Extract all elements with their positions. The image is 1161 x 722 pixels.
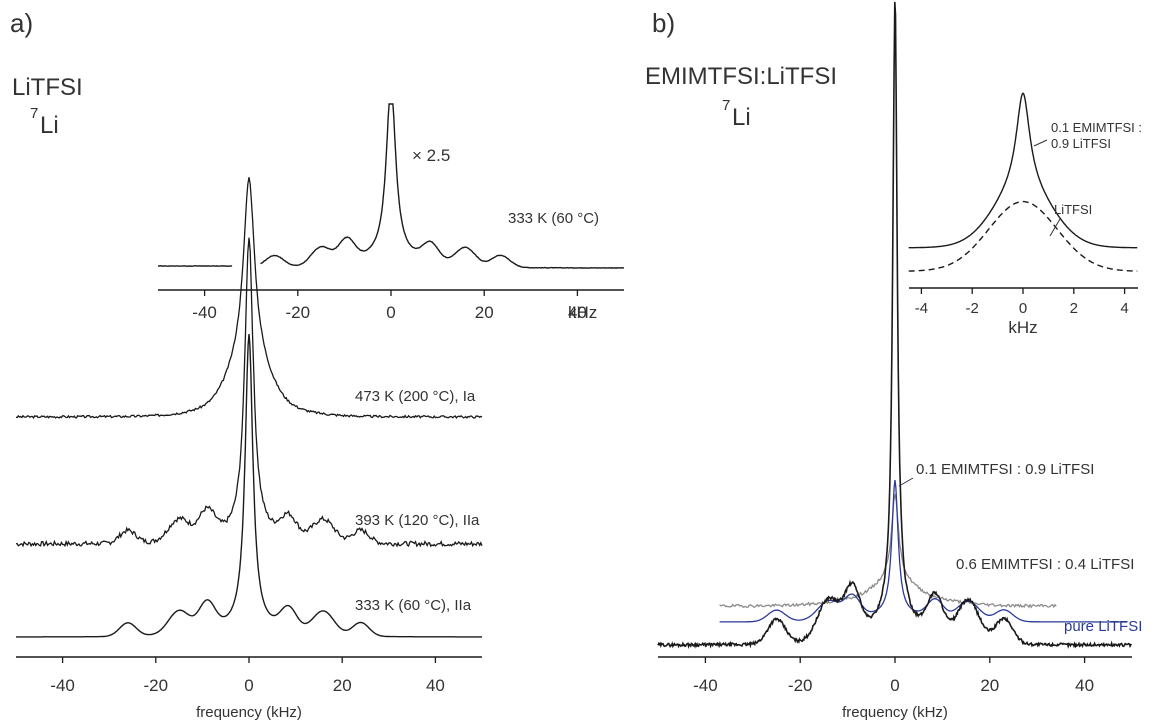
inset-b-x-ticks: -4 -2 0 2 4 — [915, 288, 1129, 317]
panel-a-x-ticks: -40 -20 0 20 40 — [50, 657, 445, 695]
panel-b-compound: EMIMTFSI:LiTFSI — [645, 63, 837, 90]
panel-a-tick-label: -40 — [50, 676, 75, 695]
inset-b-tick-label: -4 — [915, 300, 928, 317]
label-0.6-emimtfsi: 0.6 EMIMTFSI : 0.4 LiTFSI — [956, 556, 1134, 573]
inset-trace-333K — [260, 103, 624, 269]
inset-b-leader-1 — [1033, 139, 1048, 147]
trace-pure-litfsi — [719, 480, 1128, 623]
panel-a-inset: -40 -20 0 20 40 kHz × 2.5 333 K (60 °C) — [157, 103, 624, 322]
panel-a-label: a) — [10, 8, 33, 38]
trace-473K — [15, 177, 483, 420]
panel-b-tick-label: 40 — [1075, 676, 1094, 695]
trace-0.6-emimtfsi — [719, 494, 1057, 609]
inset-tick-label: -20 — [286, 303, 311, 322]
inset-b-leader-2 — [1049, 218, 1061, 237]
panel-a-tick-label: 40 — [426, 676, 445, 695]
trace-393K — [15, 237, 483, 548]
inset-b-tick-label: 2 — [1070, 300, 1078, 317]
panel-a-nucleus: Li — [40, 112, 59, 139]
panel-b-xlabel: frequency (kHz) — [842, 704, 948, 721]
label-393K: 393 K (120 °C), IIa — [355, 512, 480, 529]
panel-a-xlabel: frequency (kHz) — [196, 704, 302, 721]
inset-tick-label: 0 — [386, 303, 395, 322]
panel-b-tick-label: -40 — [693, 676, 718, 695]
inset-series-label: 333 K (60 °C) — [508, 210, 599, 227]
trace-333K — [16, 333, 482, 638]
panel-b-label: b) — [652, 8, 675, 38]
panel-b-inset: -4 -2 0 2 4 kHz 0.1 EMIMTFSI : 0.9 LiTFSI Li… — [908, 92, 1142, 337]
panel-b: b) EMIMTFSI:LiTFSI 7 Li -4 -2 0 2 4 kHz 0.1 … — [645, 1, 1142, 721]
panel-b-nucleus: Li — [732, 104, 751, 131]
label-333K: 333 K (60 °C), IIa — [355, 597, 472, 614]
panel-b-tick-label: -20 — [788, 676, 813, 695]
label-473K: 473 K (200 °C), Ia — [355, 388, 476, 405]
inset-b-label-2: LiTFSI — [1054, 202, 1092, 217]
inset-tick-label-kHz: kHz — [568, 303, 597, 322]
inset-b-tick-label: -2 — [966, 300, 979, 317]
inset-tick-label: 40 — [568, 303, 587, 322]
inset-trace-0.1-emimtfsi — [908, 92, 1138, 249]
label-0.1-emimtfsi: 0.1 EMIMTFSI : 0.9 LiTFSI — [916, 461, 1094, 478]
inset-b-label-1b: 0.9 LiTFSI — [1051, 136, 1111, 151]
panel-a: a) LiTFSI 7 Li -40 -20 0 20 40 kHz × 2.5 333… — [10, 8, 624, 721]
inset-b-label-1a: 0.1 EMIMTFSI : — [1051, 120, 1142, 135]
label-pure-litfsi: pure LiTFSI — [1064, 618, 1142, 635]
inset-tick-label: 20 — [475, 303, 494, 322]
inset-x-ticks: -40 -20 0 20 40 — [192, 290, 587, 322]
panel-a-tick-label: 0 — [244, 676, 253, 695]
leader-0.1-emimtfsi — [898, 477, 914, 487]
inset-b-xlabel: kHz — [1008, 318, 1037, 337]
panel-b-nucleus-mass: 7 — [722, 97, 730, 114]
panel-b-tick-label: 0 — [890, 676, 899, 695]
inset-tick-label: -40 — [192, 303, 217, 322]
inset-trace-litfsi — [908, 200, 1138, 272]
panel-b-tick-label: 20 — [980, 676, 999, 695]
trace-0.1-emimtfsi — [657, 1, 1133, 649]
panel-b-x-ticks: -40 -20 0 20 40 — [693, 657, 1094, 695]
panel-a-compound: LiTFSI — [12, 74, 83, 101]
panel-a-nucleus-mass: 7 — [30, 105, 38, 122]
inset-b-tick-label: 0 — [1019, 300, 1027, 317]
inset-scale-label: × 2.5 — [412, 146, 450, 165]
panel-a-tick-label: -20 — [144, 676, 169, 695]
panel-a-tick-label: 20 — [333, 676, 352, 695]
inset-b-tick-label: 4 — [1120, 300, 1128, 317]
